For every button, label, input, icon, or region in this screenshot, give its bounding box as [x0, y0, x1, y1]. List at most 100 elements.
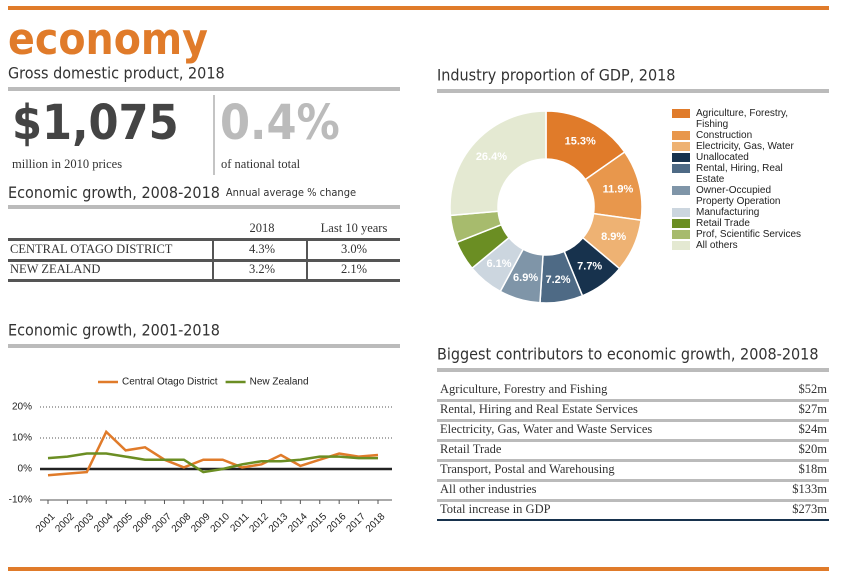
legend: Agriculture, Forestry, Fishing Constructi… — [672, 108, 802, 251]
data-label: 8.9% — [601, 231, 626, 243]
top-rule — [8, 6, 829, 10]
legend-label: Owner-Occupied Property Operation — [696, 185, 781, 207]
data-label: 6.1% — [486, 258, 511, 270]
legend-swatch — [672, 241, 690, 250]
data-label: 6.9% — [513, 272, 538, 284]
series-line — [47, 452, 378, 474]
legend-item: All others — [672, 240, 802, 251]
row-value: $20m — [799, 442, 828, 456]
x-tick-label: 2007 — [150, 511, 174, 535]
share-caption: of national total — [221, 157, 301, 171]
legend-label: All others — [696, 240, 738, 251]
x-tick-label: 2008 — [170, 511, 194, 535]
row-value: $27m — [799, 402, 828, 416]
row-rule — [437, 439, 829, 442]
x-tick-label: 2015 — [306, 511, 330, 535]
row-rule — [437, 519, 829, 521]
cell: 2.1% — [341, 262, 367, 276]
legend-label: Electricity, Gas, Water — [696, 141, 794, 152]
x-tick-label: 2018 — [364, 511, 388, 535]
x-tick-label: 2009 — [189, 511, 213, 535]
row-label: Electricity, Gas, Water and Waste Servic… — [440, 422, 652, 436]
row-value: $133m — [792, 482, 827, 496]
y-tick-label: 0% — [18, 464, 33, 475]
legend-swatch — [672, 186, 690, 195]
column-header: 2018 — [250, 221, 275, 235]
legend-swatch — [672, 164, 690, 173]
row-rule — [437, 459, 829, 462]
row-label: CENTRAL OTAGO DISTRICT — [10, 242, 173, 256]
rule — [8, 344, 400, 348]
rule — [437, 368, 829, 372]
row-label: NEW ZEALAND — [10, 262, 100, 276]
cell: 4.3% — [249, 242, 275, 256]
x-tick-label: 2014 — [286, 511, 310, 535]
column-header: Last 10 years — [321, 221, 388, 235]
y-tick-label: 20% — [12, 402, 32, 413]
legend-swatch — [672, 208, 690, 217]
cell: 3.0% — [341, 242, 367, 256]
x-tick-label: 2010 — [209, 511, 233, 535]
row-label: Rental, Hiring and Real Estate Services — [440, 402, 638, 416]
data-label: 26.4% — [476, 151, 507, 163]
y-tick-label: 10% — [12, 433, 32, 444]
legend-item: Prof, Scientific Services — [672, 229, 802, 240]
slice — [449, 110, 547, 217]
legend-label: Manufacturing — [696, 207, 760, 218]
legend-label: Agriculture, Forestry, Fishing — [696, 108, 789, 130]
cell: 3.2% — [249, 262, 275, 276]
x-tick-label: 2016 — [325, 511, 349, 535]
subheading: Annual average % change — [226, 186, 356, 199]
row-rule — [437, 399, 829, 402]
table-rule — [8, 259, 400, 262]
x-tick-label: 2003 — [73, 511, 97, 535]
row-value: $273m — [792, 502, 827, 516]
x-tick-label: 2013 — [267, 511, 291, 535]
legend-label: Rental, Hiring, Real Estate — [696, 163, 783, 185]
x-tick-label: 2017 — [344, 511, 368, 535]
legend-item: Owner-Occupied Property Operation — [672, 185, 802, 207]
growth-heading: Economic growth, 2008-2018 Annual average… — [8, 183, 356, 202]
gdp-share: 0.4% — [220, 95, 340, 151]
row-label: Retail Trade — [440, 442, 502, 456]
x-tick-label: 2002 — [53, 511, 77, 535]
data-label: 7.7% — [577, 261, 602, 273]
legend-label: Construction — [696, 130, 753, 141]
legend-item: Agriculture, Forestry, Fishing — [672, 108, 802, 130]
gdp-value: $1,075 — [12, 95, 179, 151]
rule — [8, 205, 400, 209]
x-tick-label: 2006 — [131, 511, 155, 535]
legend-swatch — [672, 109, 690, 118]
rule — [8, 87, 400, 91]
page-title: economy — [8, 14, 208, 65]
chart-title: Industry proportion of GDP, 2018 — [437, 66, 675, 85]
data-label: 11.9% — [603, 184, 634, 196]
data-label: 7.2% — [545, 274, 570, 286]
gdp-caption: million in 2010 prices — [12, 157, 122, 171]
legend-label: New Zealand — [250, 377, 309, 388]
legend-item: Electricity, Gas, Water — [672, 141, 802, 152]
row-value: $24m — [799, 422, 828, 436]
row-label: Total increase in GDP — [440, 502, 551, 516]
x-tick-label: 2005 — [112, 511, 136, 535]
legend-label: Prof, Scientific Services — [696, 229, 802, 240]
row-label: Transport, Postal and Warehousing — [440, 462, 615, 476]
data-label: 15.3% — [565, 135, 596, 147]
legend-item: Unallocated — [672, 152, 802, 163]
legend-label: Unallocated — [696, 152, 749, 163]
legend-label: Central Otago District — [122, 377, 218, 388]
heading: Economic growth, 2008-2018 — [8, 183, 220, 202]
y-tick-label: -10% — [9, 495, 32, 506]
legend-swatch — [672, 131, 690, 140]
legend-item: Manufacturing — [672, 207, 802, 218]
x-tick-label: 2004 — [92, 511, 116, 535]
legend-item: Construction — [672, 130, 802, 141]
row-value: $52m — [799, 382, 828, 396]
legend-swatch — [672, 142, 690, 151]
chart-title: Economic growth, 2001-2018 — [8, 321, 220, 340]
gdp-heading: Gross domestic product, 2018 — [8, 64, 225, 83]
row-rule — [437, 419, 829, 422]
legend-label: Retail Trade — [696, 218, 750, 229]
row-rule — [437, 499, 829, 502]
